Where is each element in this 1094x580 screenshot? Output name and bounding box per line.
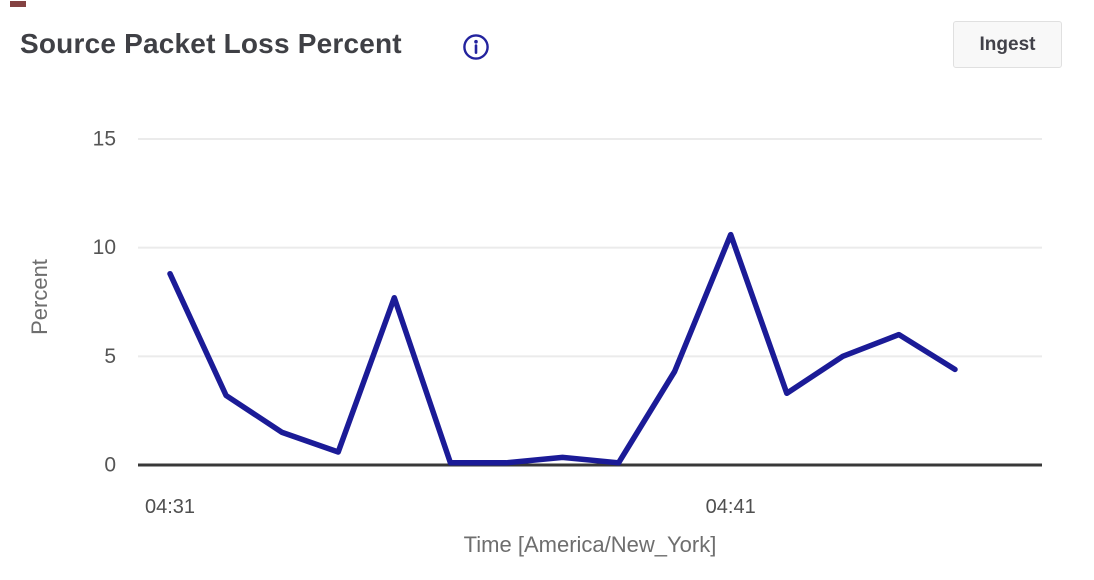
grid-lines [138,138,1042,467]
y-axis-tick-labels: 0 5 10 15 [93,128,116,477]
y-axis-tick-label: 10 [93,236,116,259]
page-title: Source Packet Loss Percent [20,28,402,59]
y-axis-tick-label: 15 [93,128,116,151]
x-axis-tick-label: 04:41 [706,496,756,518]
y-axis-title: Percent [27,259,52,335]
info-icon[interactable] [462,33,490,61]
data-line-series [167,231,958,466]
y-axis-tick-label: 0 [104,454,116,477]
y-axis-tick-label: 5 [104,345,116,368]
x-axis-tick-label: 04:31 [145,496,195,518]
corner-mark [10,1,26,7]
x-axis-tick-labels: 04:31 04:41 [145,496,756,518]
x-axis-title: Time [America/New_York] [464,532,717,557]
ingest-button[interactable]: Ingest [953,21,1062,68]
